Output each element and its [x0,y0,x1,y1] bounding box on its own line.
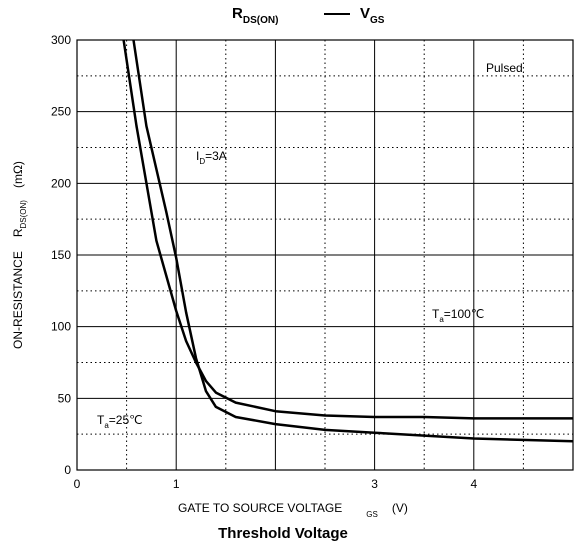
y-label-sub: DS(ON) [19,200,28,229]
y-axis-label: ON-RESISTANCE RDS(ON) (mΩ) [11,161,28,349]
y-label-text: ON-RESISTANCE [11,251,25,349]
series-label-sub: a [439,315,444,324]
y-tick-label: 0 [64,463,71,477]
annotation: Pulsed [486,61,523,75]
curve [132,39,574,443]
x-tick-label: 0 [74,477,81,491]
series-label: Ta=100℃ [432,307,484,324]
curve [122,39,573,420]
title-v-sub: GS [370,15,385,26]
series-label-main: T [432,307,440,321]
x-tick-label: 3 [371,477,378,491]
y-tick-label: 200 [51,176,71,190]
id-value: =3A [205,149,227,163]
y-label-unit: (mΩ) [11,161,25,188]
title-r-main: R [232,5,243,22]
title-r: RDS(ON) [232,5,278,26]
y-label-r: R [11,228,25,237]
x-axis-label: GATE TO SOURCE VOLTAGE GS (V) [178,501,408,519]
annotation: ID=3A [196,149,227,166]
x-label-sub: GS [366,510,378,519]
id-sub: D [199,157,205,166]
x-tick-label: 4 [470,477,477,491]
series-label-value: =100℃ [444,307,485,321]
subtitle: Threshold Voltage [218,525,348,542]
series-label-main: T [97,413,105,427]
series-label-sub: a [104,421,109,430]
series-label: Ta=25℃ [97,413,143,430]
title: RDS(ON) VGS [232,5,385,26]
id-main: I [196,149,199,163]
y-tick-label: 50 [58,391,72,405]
y-tick-label: 150 [51,248,71,262]
series-label-value: =25℃ [109,413,143,427]
y-tick-label: 250 [51,105,71,119]
x-label-unit: (V) [392,501,408,515]
x-tick-label: 1 [173,477,180,491]
y-tick-label: 300 [51,33,71,47]
title-r-sub: DS(ON) [243,15,279,26]
y-tick-label: 100 [51,320,71,334]
title-v-main: V [360,5,370,22]
x-label-text: GATE TO SOURCE VOLTAGE [178,501,342,515]
plot-frame [76,39,574,471]
title-v: VGS [360,5,385,26]
